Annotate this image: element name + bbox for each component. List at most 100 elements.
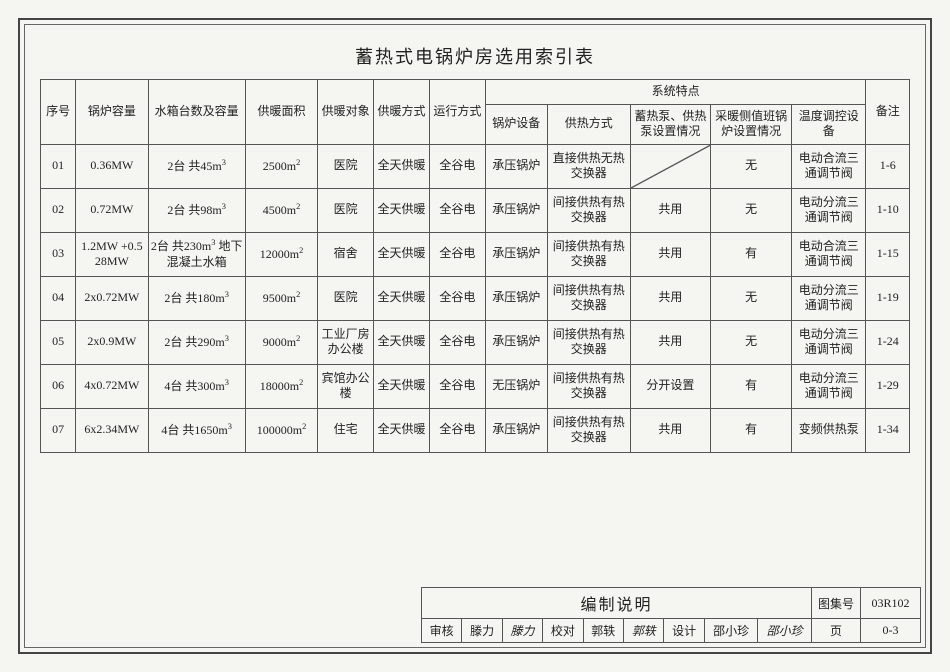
cell-runMode: 全谷电 xyxy=(429,188,485,232)
tb-checker: 郭轶 xyxy=(583,619,623,643)
cell-runMode: 全谷电 xyxy=(429,364,485,408)
col-tank: 水箱台数及容量 xyxy=(148,80,245,145)
cell-boiler: 承压锅炉 xyxy=(485,232,547,276)
cell-tank: 4台 共1650m3 xyxy=(148,408,245,452)
tb-reviewer: 滕力 xyxy=(462,619,502,643)
index-table: 序号 锅炉容量 水箱台数及容量 供暖面积 供暖对象 供暖方式 运行方式 系统特点… xyxy=(40,79,910,453)
cell-boiler: 承压锅炉 xyxy=(485,408,547,452)
cell-tank: 2台 共180m3 xyxy=(148,276,245,320)
cell-heatMode: 全天供暖 xyxy=(374,232,430,276)
tb-review-label: 审核 xyxy=(421,619,461,643)
cell-area: 9500m2 xyxy=(245,276,317,320)
cell-heatMode: 全天供暖 xyxy=(374,364,430,408)
tb-check-label: 校对 xyxy=(543,619,583,643)
cell-seq: 01 xyxy=(41,144,76,188)
tb-page-no: 0-3 xyxy=(861,619,921,643)
col-runmode: 运行方式 xyxy=(429,80,485,145)
cell-peak: 有 xyxy=(711,364,792,408)
cell-supplyMode: 间接供热有热交换器 xyxy=(547,232,630,276)
cell-target: 医院 xyxy=(318,188,374,232)
col-tempctrl: 温度调控设备 xyxy=(791,104,866,144)
cell-boiler: 承压锅炉 xyxy=(485,144,547,188)
tb-designer: 邵小珍 xyxy=(704,619,758,643)
cell-remark: 1-10 xyxy=(866,188,910,232)
cell-runMode: 全谷电 xyxy=(429,144,485,188)
cell-pump: 共用 xyxy=(630,276,711,320)
cell-seq: 06 xyxy=(41,364,76,408)
cell-tempCtrl: 变频供热泵 xyxy=(791,408,866,452)
cell-remark: 1-6 xyxy=(866,144,910,188)
cell-seq: 05 xyxy=(41,320,76,364)
cell-area: 100000m2 xyxy=(245,408,317,452)
cell-tempCtrl: 电动分流三通调节阀 xyxy=(791,320,866,364)
table-row: 052x0.9MW2台 共290m39000m2工业厂房办公楼全天供暖全谷电承压… xyxy=(41,320,910,364)
cell-area: 4500m2 xyxy=(245,188,317,232)
cell-pump: 共用 xyxy=(630,408,711,452)
inner-frame: 蓄热式电锅炉房选用索引表 序号 锅炉容量 水箱台数及容量 供暖面积 供暖对象 供… xyxy=(24,24,926,648)
cell-boiler: 承压锅炉 xyxy=(485,276,547,320)
cell-tank: 2台 共230m3 地下混凝土水箱 xyxy=(148,232,245,276)
cell-capacity: 6x2.34MW xyxy=(76,408,148,452)
cell-capacity: 2x0.9MW xyxy=(76,320,148,364)
cell-supplyMode: 间接供热有热交换器 xyxy=(547,320,630,364)
tb-page-label: 页 xyxy=(811,619,860,643)
table-row: 076x2.34MW4台 共1650m3100000m2住宅全天供暖全谷电承压锅… xyxy=(41,408,910,452)
cell-peak: 有 xyxy=(711,232,792,276)
cell-target: 住宅 xyxy=(318,408,374,452)
tb-set-label: 图集号 xyxy=(811,588,860,619)
cell-heatMode: 全天供暖 xyxy=(374,276,430,320)
cell-boiler: 承压锅炉 xyxy=(485,188,547,232)
cell-target: 医院 xyxy=(318,144,374,188)
col-pump: 蓄热泵、供热泵设置情况 xyxy=(630,104,711,144)
col-peak: 采暖侧值班锅炉设置情况 xyxy=(711,104,792,144)
cell-target: 医院 xyxy=(318,276,374,320)
cell-area: 12000m2 xyxy=(245,232,317,276)
cell-target: 宿舍 xyxy=(318,232,374,276)
cell-area: 9000m2 xyxy=(245,320,317,364)
cell-tank: 2台 共290m3 xyxy=(148,320,245,364)
cell-supplyMode: 间接供热有热交换器 xyxy=(547,408,630,452)
cell-capacity: 2x0.72MW xyxy=(76,276,148,320)
cell-remark: 1-34 xyxy=(866,408,910,452)
cell-heatMode: 全天供暖 xyxy=(374,188,430,232)
cell-tempCtrl: 电动合流三通调节阀 xyxy=(791,144,866,188)
cell-supplyMode: 间接供热有热交换器 xyxy=(547,276,630,320)
cell-tempCtrl: 电动分流三通调节阀 xyxy=(791,276,866,320)
cell-capacity: 0.72MW xyxy=(76,188,148,232)
col-heatmode: 供暖方式 xyxy=(374,80,430,145)
cell-heatMode: 全天供暖 xyxy=(374,144,430,188)
cell-boiler: 承压锅炉 xyxy=(485,320,547,364)
cell-tempCtrl: 电动合流三通调节阀 xyxy=(791,232,866,276)
cell-peak: 无 xyxy=(711,320,792,364)
cell-tank: 2台 共45m3 xyxy=(148,144,245,188)
cell-supplyMode: 间接供热有热交换器 xyxy=(547,364,630,408)
cell-tank: 4台 共300m3 xyxy=(148,364,245,408)
cell-runMode: 全谷电 xyxy=(429,276,485,320)
table-row: 020.72MW2台 共98m34500m2医院全天供暖全谷电承压锅炉间接供热有… xyxy=(41,188,910,232)
table-row: 010.36MW2台 共45m32500m2医院全天供暖全谷电承压锅炉直接供热无… xyxy=(41,144,910,188)
col-boiler: 锅炉设备 xyxy=(485,104,547,144)
cell-runMode: 全谷电 xyxy=(429,408,485,452)
cell-remark: 1-15 xyxy=(866,232,910,276)
col-capacity: 锅炉容量 xyxy=(76,80,148,145)
tb-main: 编制说明 xyxy=(421,588,811,619)
cell-tempCtrl: 电动分流三通调节阀 xyxy=(791,364,866,408)
tb-design-label: 设计 xyxy=(664,619,704,643)
cell-pump: 共用 xyxy=(630,320,711,364)
cell-peak: 无 xyxy=(711,188,792,232)
cell-capacity: 4x0.72MW xyxy=(76,364,148,408)
cell-runMode: 全谷电 xyxy=(429,320,485,364)
title-block: 编制说明 图集号 03R102 审核 滕力 滕力 校对 郭轶 郭轶 设计 邵小珍… xyxy=(421,587,921,643)
outer-frame: 蓄热式电锅炉房选用索引表 序号 锅炉容量 水箱台数及容量 供暖面积 供暖对象 供… xyxy=(18,18,932,654)
cell-tempCtrl: 电动分流三通调节阀 xyxy=(791,188,866,232)
cell-pump: 共用 xyxy=(630,232,711,276)
table-row: 031.2MW +0.528MW2台 共230m3 地下混凝土水箱12000m2… xyxy=(41,232,910,276)
cell-heatMode: 全天供暖 xyxy=(374,320,430,364)
cell-tank: 2台 共98m3 xyxy=(148,188,245,232)
cell-capacity: 0.36MW xyxy=(76,144,148,188)
cell-seq: 03 xyxy=(41,232,76,276)
cell-remark: 1-24 xyxy=(866,320,910,364)
cell-capacity: 1.2MW +0.528MW xyxy=(76,232,148,276)
col-sysgroup: 系统特点 xyxy=(485,80,866,105)
cell-peak: 无 xyxy=(711,276,792,320)
